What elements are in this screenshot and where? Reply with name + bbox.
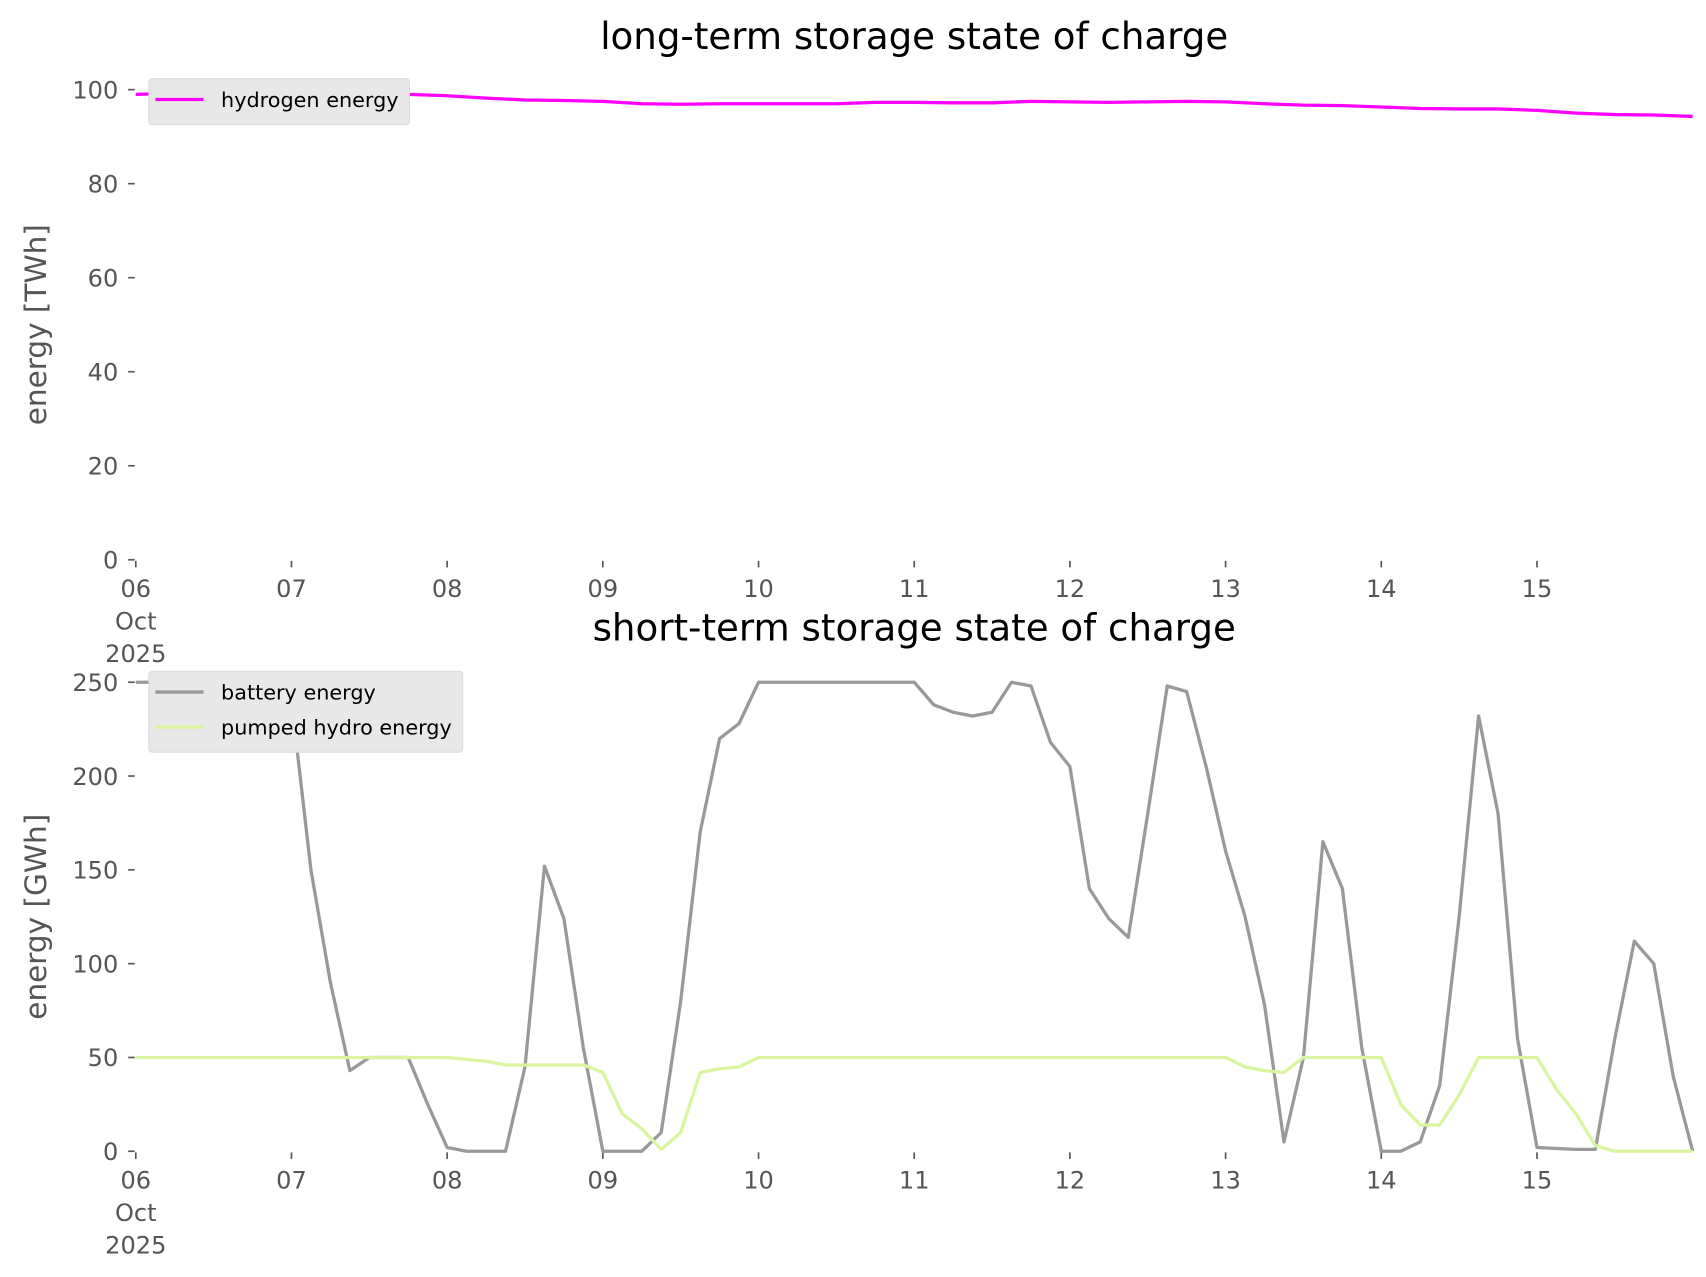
x-tick-label: 11 bbox=[899, 575, 930, 603]
legend-label: hydrogen energy bbox=[221, 88, 398, 112]
x-tick-label: 06 Oct 2025 bbox=[105, 575, 166, 668]
x-tick-label: 10 bbox=[743, 575, 774, 603]
x-tick-label: 07 bbox=[276, 575, 307, 603]
legend-label: pumped hydro energy bbox=[221, 716, 452, 740]
x-tick-label: 13 bbox=[1210, 575, 1241, 603]
x-tick-label: 15 bbox=[1522, 1166, 1553, 1194]
x-tick-label: 11 bbox=[899, 1166, 930, 1194]
chart-title: short-term storage state of charge bbox=[593, 606, 1236, 650]
y-tick-label: 50 bbox=[88, 1044, 119, 1072]
x-tick-label: 12 bbox=[1055, 1166, 1086, 1194]
y-tick-label: 150 bbox=[72, 857, 118, 885]
legend-box bbox=[148, 670, 464, 753]
x-tick-label: 09 bbox=[588, 1166, 619, 1194]
subplot: short-term storage state of charge energy… bbox=[19, 606, 1695, 1259]
x-tick-label: 14 bbox=[1366, 575, 1397, 603]
x-tick-label: 15 bbox=[1522, 575, 1553, 603]
x-tick-label: 13 bbox=[1210, 1166, 1241, 1194]
x-tick-label: 12 bbox=[1055, 575, 1086, 603]
x-tick-label: 06 Oct 2025 bbox=[105, 1166, 166, 1259]
x-tick-label: 09 bbox=[588, 575, 619, 603]
x-tick-label: 10 bbox=[743, 1166, 774, 1194]
y-tick-label: 0 bbox=[103, 1138, 118, 1166]
legend-label: battery energy bbox=[221, 681, 376, 705]
x-tick-label: 14 bbox=[1366, 1166, 1397, 1194]
x-tick-label: 07 bbox=[276, 1166, 307, 1194]
y-tick-label: 60 bbox=[88, 264, 119, 292]
legend-box bbox=[148, 78, 411, 126]
y-axis-label: energy [GWh] bbox=[19, 814, 53, 1020]
subplot: long-term storage state of charge energy … bbox=[19, 14, 1693, 668]
chart-title: long-term storage state of charge bbox=[600, 14, 1228, 58]
y-tick-label: 100 bbox=[72, 950, 118, 978]
y-axis-label: energy [TWh] bbox=[19, 224, 53, 425]
y-tick-label: 100 bbox=[72, 76, 118, 104]
x-tick-label: 08 bbox=[432, 1166, 463, 1194]
y-tick-label: 40 bbox=[88, 358, 119, 386]
y-tick-label: 200 bbox=[72, 763, 118, 791]
y-tick-label: 20 bbox=[88, 453, 119, 481]
x-tick-label: 08 bbox=[432, 575, 463, 603]
y-tick-label: 0 bbox=[103, 547, 118, 575]
data-line bbox=[135, 1055, 1693, 1153]
y-tick-label: 250 bbox=[72, 669, 118, 697]
y-tick-label: 80 bbox=[88, 170, 119, 198]
